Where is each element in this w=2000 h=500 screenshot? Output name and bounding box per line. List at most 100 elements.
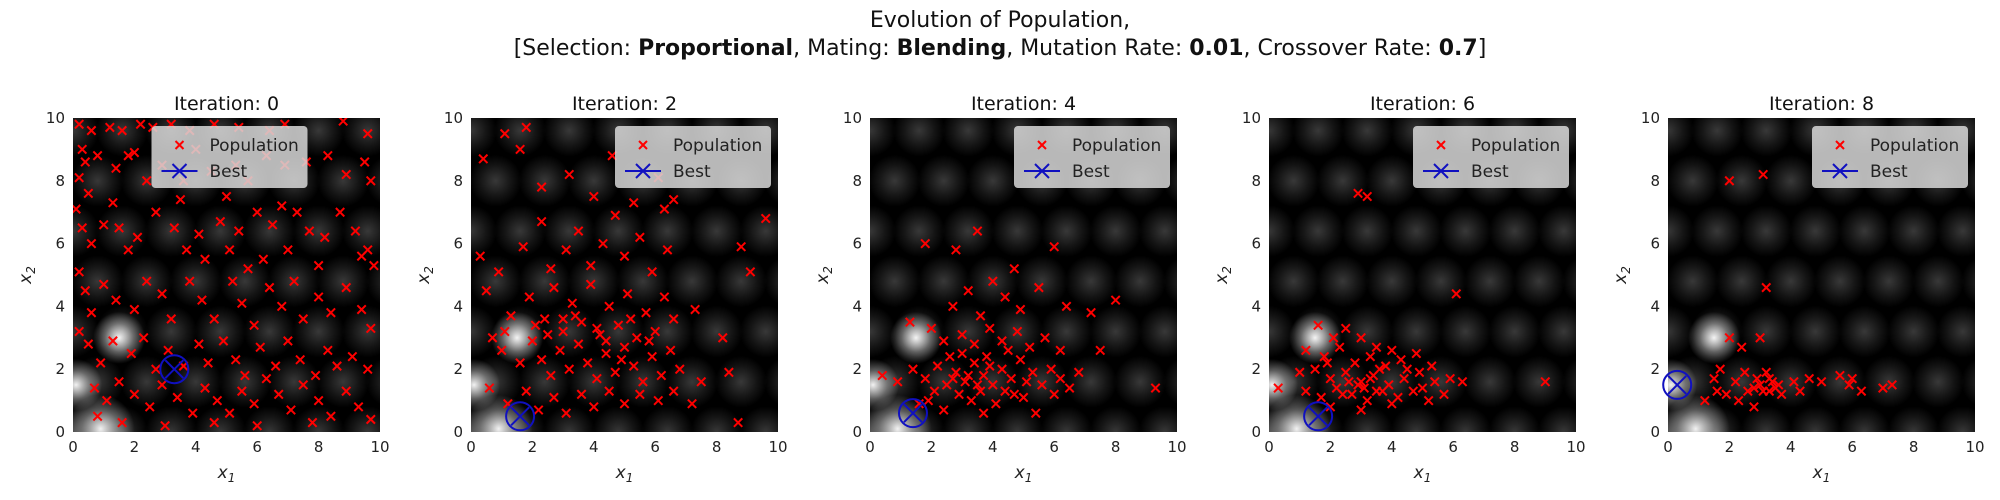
- population-point: [601, 336, 611, 346]
- y-tick-label: 6: [852, 235, 862, 253]
- landscape-blob: [543, 118, 596, 157]
- landscape-blob: [715, 255, 768, 308]
- population-point: [138, 332, 149, 343]
- subplot-title: Iteration: 8: [1769, 93, 1874, 115]
- x-tick-label: 8: [1909, 438, 1919, 456]
- population-point: [564, 364, 575, 375]
- population-point: [1380, 361, 1391, 371]
- landscape-blob: [1439, 406, 1492, 432]
- landscape-blob: [73, 154, 124, 207]
- landscape-blob: [1040, 406, 1093, 432]
- population-point: [687, 398, 697, 409]
- landscape-blob: [942, 118, 995, 157]
- population-point: [74, 326, 85, 337]
- landscape-blob: [1668, 118, 1694, 157]
- population-point: [310, 370, 321, 381]
- population-point: [1426, 361, 1437, 371]
- population-point: [1030, 408, 1041, 419]
- population-point: [1374, 364, 1385, 375]
- population-point: [1767, 376, 1778, 387]
- landscape-blob: [1715, 255, 1768, 308]
- y-axis-label: x2: [1212, 266, 1234, 285]
- population-point: [270, 361, 281, 371]
- population-point: [157, 288, 167, 299]
- population-point: [252, 420, 263, 431]
- title-segment: , Mating:: [793, 36, 897, 61]
- population-point: [1300, 345, 1311, 356]
- population-point: [647, 351, 658, 362]
- legend-label-population: Population: [1072, 136, 1161, 156]
- population-point: [249, 398, 260, 409]
- landscape-blob: [1114, 255, 1167, 308]
- landscape-peak: [93, 311, 146, 364]
- landscape-blob: [567, 154, 620, 207]
- population-point: [555, 345, 565, 356]
- landscape-blob: [1138, 205, 1177, 258]
- population-point: [1350, 358, 1360, 368]
- landscape-blob: [1936, 205, 1975, 258]
- landscape-blob: [543, 305, 596, 358]
- population-point: [1061, 301, 1072, 312]
- population-point: [111, 163, 121, 174]
- population-point: [588, 191, 599, 202]
- landscape-blob: [1163, 157, 1177, 204]
- landscape-blob: [1668, 154, 1719, 207]
- population-point: [622, 288, 633, 299]
- population-point: [990, 398, 1001, 409]
- population-point: [193, 229, 204, 240]
- population-point: [668, 314, 679, 324]
- population-point: [1847, 373, 1858, 384]
- legend-label-best: Best: [210, 162, 248, 182]
- population-point: [905, 317, 915, 328]
- x-tick-label: 8: [1510, 438, 1520, 456]
- landscape-blob: [1316, 355, 1369, 408]
- population-point: [359, 157, 370, 167]
- population-point: [1755, 379, 1766, 390]
- best-point: [1662, 369, 1693, 400]
- population-point: [74, 119, 85, 130]
- legend-label-best: Best: [1870, 162, 1908, 182]
- population-point: [1408, 386, 1419, 397]
- population-point: [963, 370, 974, 381]
- population-point: [221, 191, 232, 202]
- population-point: [760, 213, 771, 224]
- title-segment: ]: [1478, 36, 1487, 61]
- population-point: [313, 395, 324, 406]
- landscape-blob: [73, 305, 99, 358]
- population-point: [518, 241, 529, 252]
- population-point: [92, 150, 103, 161]
- population-point: [524, 292, 535, 302]
- x-axis-label: x1: [1812, 463, 1831, 485]
- landscape-blob: [145, 305, 198, 358]
- population-point: [126, 348, 137, 359]
- landscape-blob: [1838, 305, 1891, 358]
- population-point: [362, 128, 373, 139]
- y-tick-label: 2: [1251, 360, 1261, 378]
- population-point: [212, 395, 223, 406]
- population-point: [325, 411, 336, 422]
- legend-population-marker: [638, 140, 648, 150]
- population-point: [674, 364, 685, 375]
- population-point: [1712, 386, 1723, 397]
- landscape-peak: [1289, 311, 1342, 364]
- population-point: [548, 392, 559, 403]
- x-tick-label: 2: [1725, 438, 1735, 456]
- population-point: [475, 251, 486, 262]
- population-point: [877, 370, 888, 381]
- landscape-blob: [341, 305, 380, 358]
- population-point: [150, 364, 161, 375]
- population-point: [1150, 383, 1161, 393]
- population-point: [997, 336, 1007, 346]
- landscape-blob: [1439, 305, 1492, 358]
- landscape-blob: [893, 118, 946, 157]
- population-point: [101, 395, 112, 406]
- population-point: [487, 332, 498, 343]
- landscape-blob: [366, 258, 380, 305]
- legend: Population Best: [151, 126, 308, 188]
- population-point: [108, 336, 118, 346]
- population-point: [733, 417, 743, 428]
- population-point: [957, 329, 968, 340]
- population-point: [338, 118, 349, 127]
- population-point: [282, 244, 293, 255]
- legend-label-population: Population: [1471, 136, 1560, 156]
